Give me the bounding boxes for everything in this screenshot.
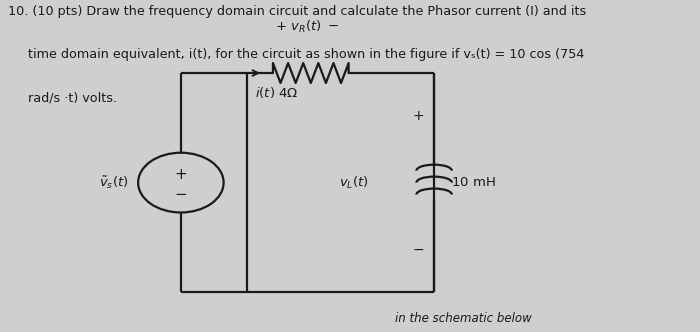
Text: $+$: $+$ — [174, 167, 188, 182]
Text: $10 \ \mathrm{mH}$: $10 \ \mathrm{mH}$ — [451, 176, 495, 189]
Text: time domain equivalent, i(t), for the circuit as shown in the figure if vₛ(t) = : time domain equivalent, i(t), for the ci… — [8, 48, 584, 61]
Text: 10. (10 pts) Draw the frequency domain circuit and calculate the Phasor current : 10. (10 pts) Draw the frequency domain c… — [8, 5, 586, 18]
Text: $+$: $+$ — [412, 109, 424, 123]
Text: $i(t) \ 4\Omega$: $i(t) \ 4\Omega$ — [255, 85, 298, 100]
Text: rad/s ·t) volts.: rad/s ·t) volts. — [8, 91, 117, 104]
Text: in the schematic below: in the schematic below — [395, 312, 531, 325]
Text: $-$: $-$ — [412, 242, 424, 256]
Text: $v_L(t)$: $v_L(t)$ — [339, 175, 368, 191]
Text: $-$: $-$ — [174, 185, 188, 200]
Text: $\tilde{v}_s(t)$: $\tilde{v}_s(t)$ — [99, 174, 128, 191]
Text: $+ \ v_R(t) \ -$: $+ \ v_R(t) \ -$ — [275, 19, 340, 35]
